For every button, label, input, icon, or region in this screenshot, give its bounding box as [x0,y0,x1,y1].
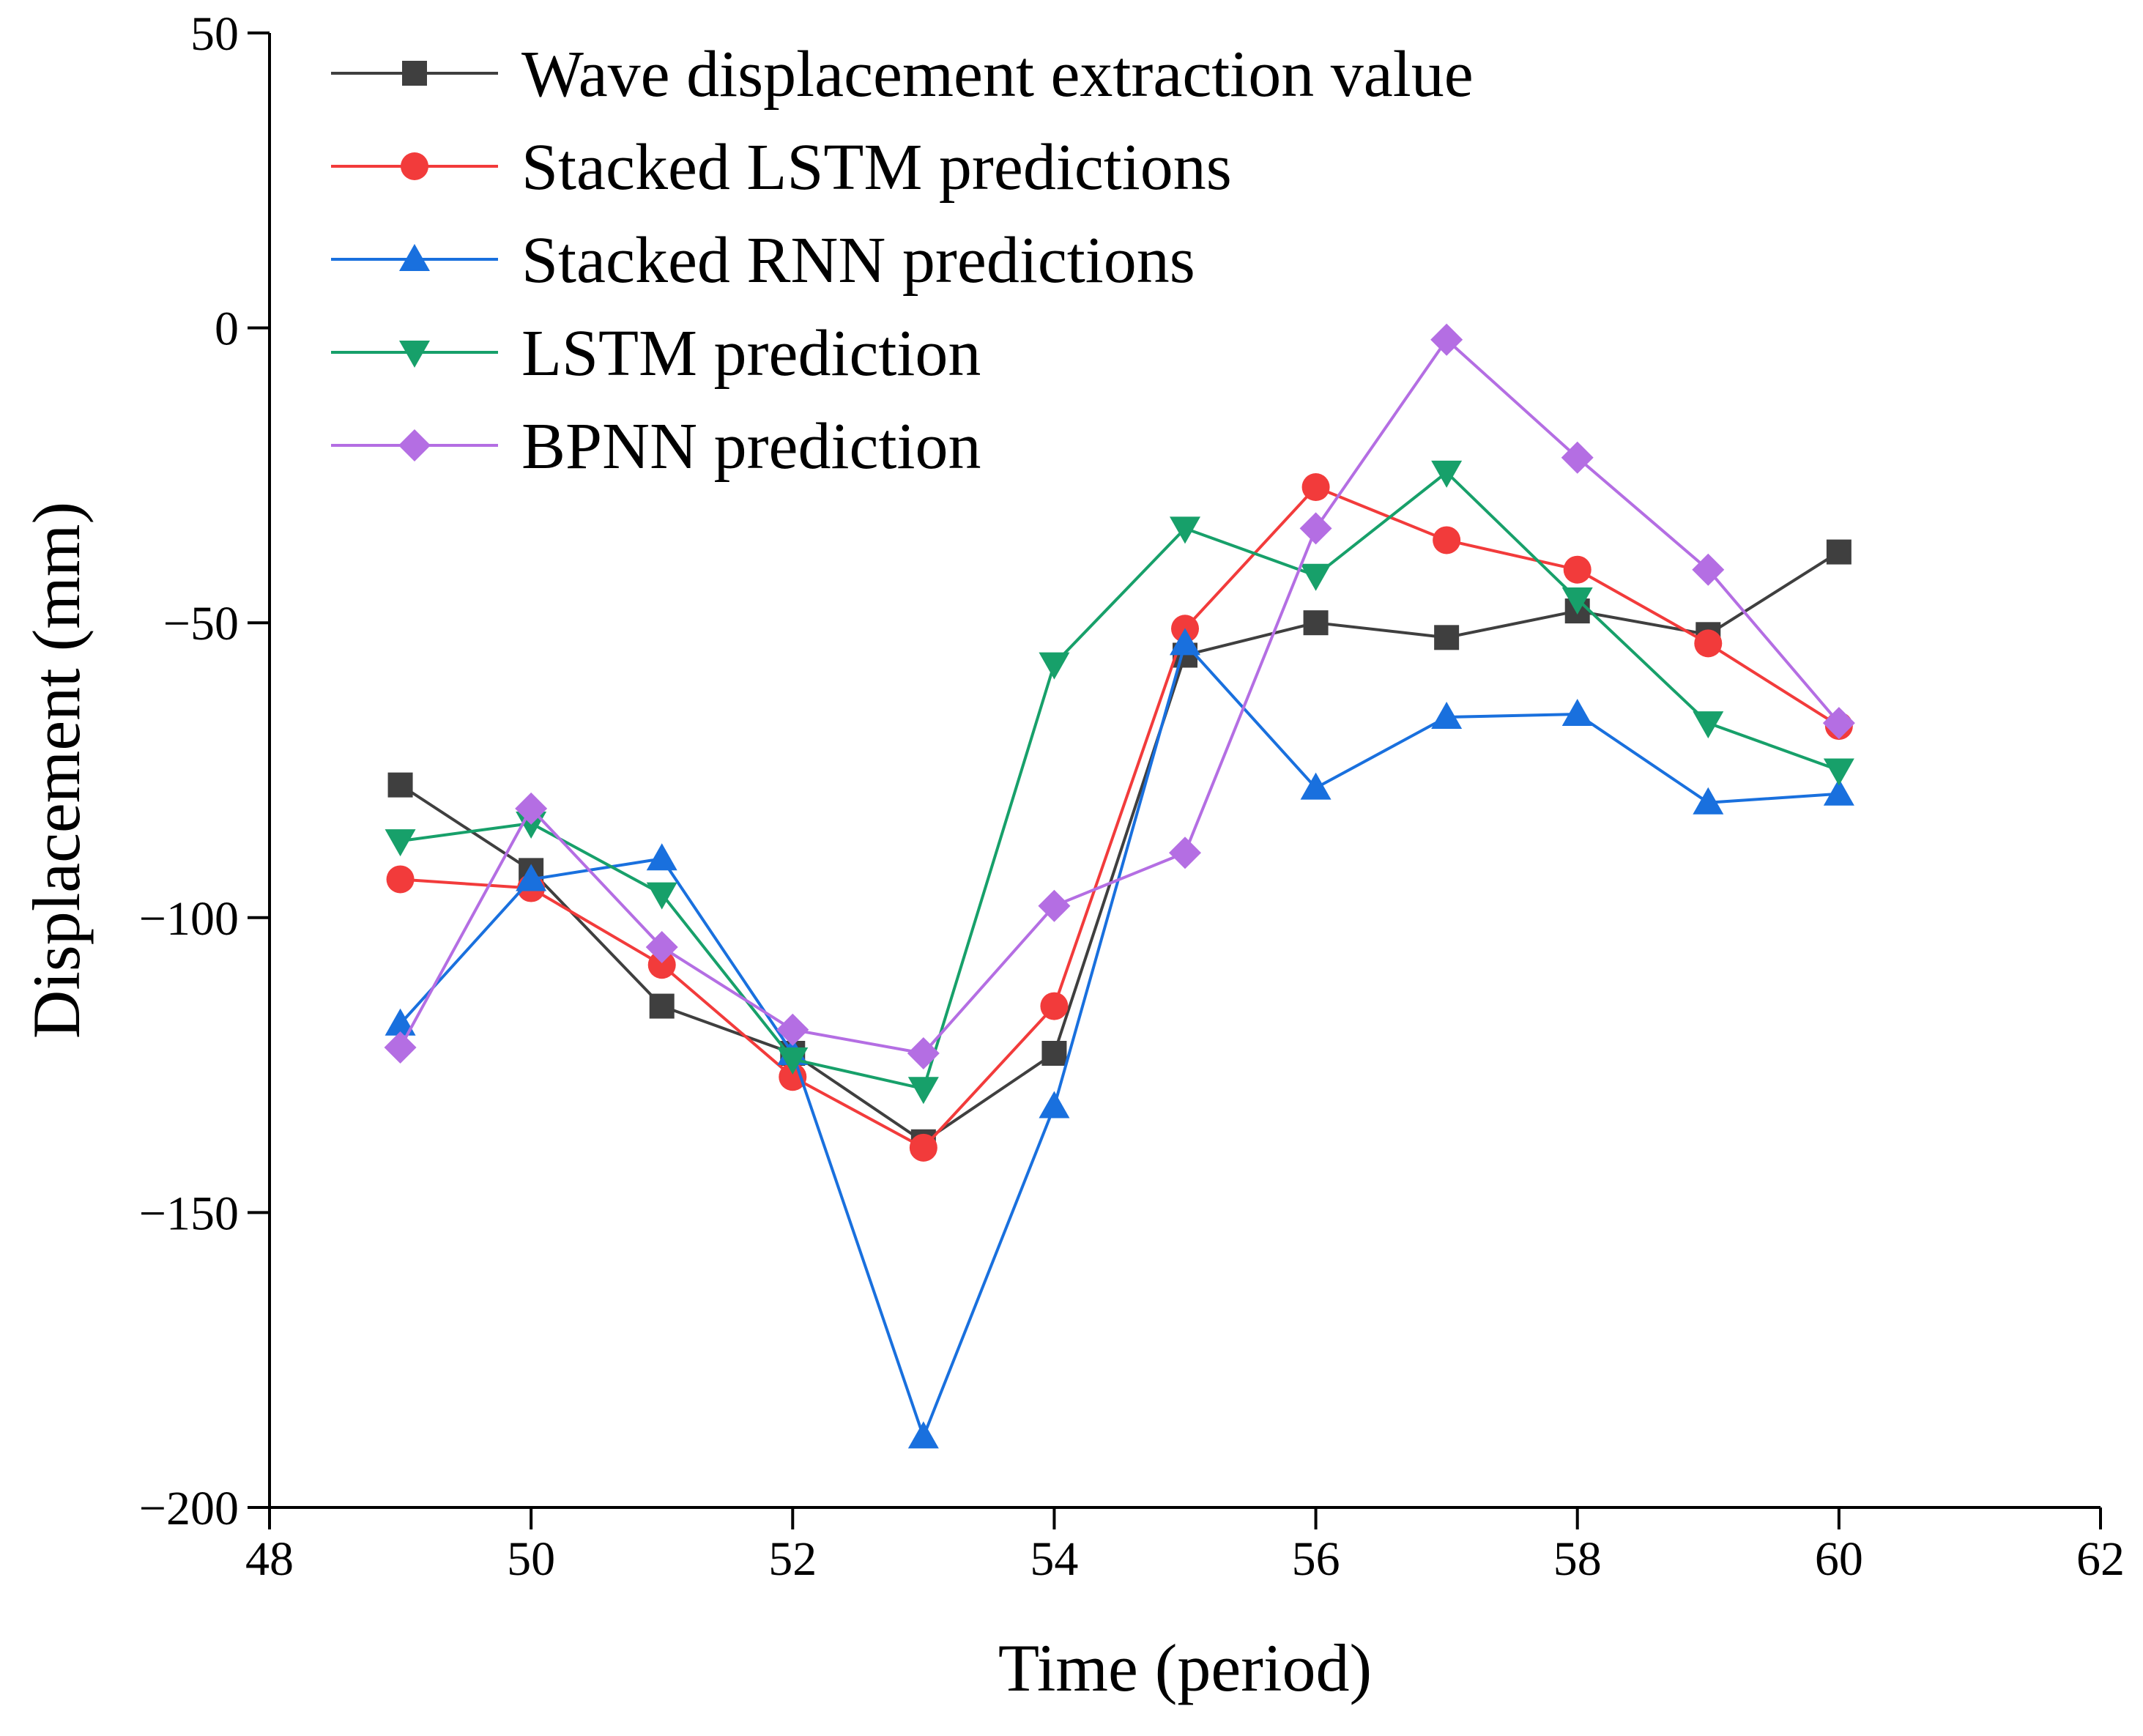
legend-label: Stacked LSTM predictions [521,131,1232,204]
data-point [645,931,678,964]
legend-item: Stacked RNN predictions [331,224,1195,297]
data-point [1692,553,1725,586]
data-point [385,829,416,857]
data-point [1038,889,1071,922]
data-point [386,865,415,894]
data-point [1561,441,1594,474]
data-point [1823,758,1854,786]
y-tick-label: −100 [139,892,239,946]
series-3 [385,460,1854,1105]
data-point [907,1421,939,1449]
legend-marker [399,341,430,368]
y-tick-label: 50 [190,7,239,61]
legend-label: Stacked RNN predictions [521,224,1195,297]
legend-marker [399,244,430,271]
data-point [1300,563,1332,591]
data-point [907,1036,940,1069]
x-tick-label: 60 [1815,1532,1863,1586]
data-point [649,993,675,1019]
data-point [1300,772,1332,800]
data-point [1301,473,1330,502]
data-point [1170,628,1200,656]
data-point [646,843,677,871]
data-point [1563,555,1592,584]
series-line [399,642,1839,1439]
data-point [1693,711,1724,739]
data-point [1040,992,1069,1020]
series-4 [384,323,1855,1069]
data-point [1303,610,1329,636]
data-point [1431,702,1463,730]
axes: 48 50 52 54 56 58 60 62 −200 −150 −100 −50 0 50 [139,7,2125,1586]
x-tick-label: 52 [768,1532,817,1586]
legend-label: LSTM prediction [521,317,981,390]
data-point [1170,516,1200,544]
data-point [909,1133,937,1162]
series-line [399,550,1840,1143]
y-tick-label: −50 [163,597,239,650]
legend-item: Wave displacement extraction value [331,38,1474,111]
data-point [385,1008,416,1036]
legend-marker [401,152,428,180]
data-point [387,772,413,798]
x-tick-label: 58 [1553,1532,1602,1586]
legend-item: BPNN prediction [331,410,981,483]
data-point [1431,460,1463,488]
data-point [907,1077,939,1105]
legend-label: Wave displacement extraction value [521,38,1474,111]
y-tick-label: −150 [139,1187,239,1240]
series-line [398,338,1841,1055]
data-point [1434,625,1460,650]
legend-marker [402,61,427,86]
legend: Wave displacement extraction value Stacke… [331,38,1474,483]
y-tick-label: 0 [215,303,239,356]
data-point [1039,1091,1070,1119]
data-point [515,792,548,825]
legend-item: Stacked LSTM predictions [331,131,1232,204]
data-point [647,951,676,979]
series-layer [384,323,1855,1449]
legend-marker [398,429,431,461]
x-tick-label: 62 [2076,1532,2125,1586]
data-point [1694,629,1723,658]
data-point [516,864,547,891]
series-line [400,470,1840,1091]
data-point [1169,837,1201,869]
series-2 [385,628,1854,1449]
x-tick-label: 50 [507,1532,555,1586]
data-point [1826,539,1852,565]
legend-item: LSTM prediction [331,317,981,390]
data-point [1823,778,1854,806]
series-0 [387,539,1852,1154]
data-point [384,1031,417,1064]
data-point [1561,699,1593,727]
data-point [1561,587,1593,615]
data-point [1041,1040,1067,1066]
data-point [777,1047,809,1075]
data-point [1039,652,1070,680]
legend-label: BPNN prediction [521,410,981,483]
series-1 [386,473,1853,1162]
data-point [1433,526,1461,554]
data-point [646,882,677,910]
x-tick-label: 48 [245,1532,294,1586]
data-point [1693,787,1724,815]
x-tick-label: 56 [1292,1532,1340,1586]
y-axis-title: Displacement (mm) [19,502,94,1039]
x-tick-label: 54 [1030,1532,1078,1586]
data-point [1299,512,1332,545]
data-point [776,1013,809,1046]
data-point [1430,323,1463,356]
data-point [1822,707,1855,740]
x-axis-title: Time (period) [998,1631,1372,1705]
series-line [400,486,1840,1149]
y-tick-label: −200 [139,1482,239,1535]
